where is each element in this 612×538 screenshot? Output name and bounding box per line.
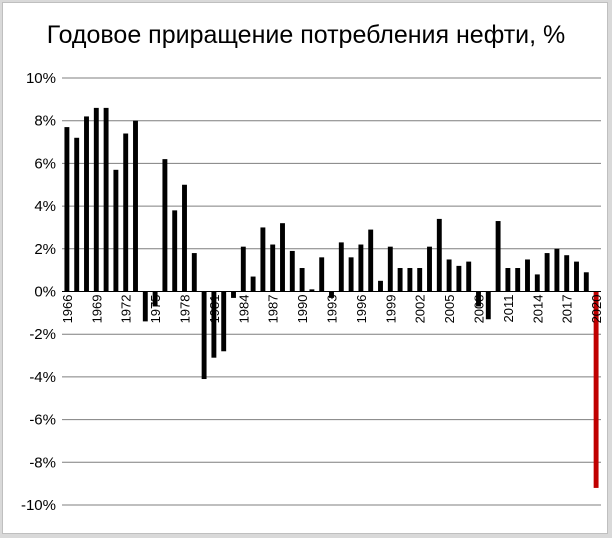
bar-1998 [378,280,383,292]
bar-2001 [407,268,413,292]
bar-1999 [387,246,393,292]
bar-1976 [162,159,168,292]
y-tick-label: 6% [34,155,56,172]
bar-2003 [427,246,432,292]
y-tick-label: 0% [34,284,56,301]
bar-1997 [368,229,374,292]
x-tick-label: 1966 [60,295,75,324]
bar-2017 [564,255,570,292]
bar-1973 [133,120,138,292]
bar-1989 [289,250,295,292]
y-tick-label: 10% [26,70,56,87]
bar-1983 [231,291,236,298]
x-tick-label: 1987 [266,295,281,324]
bar-1995 [348,257,354,292]
y-tick-label: -2% [29,326,56,343]
x-tick-label: 2014 [530,295,545,324]
chart-frame: Годовое приращение потребления нефти, % [2,2,608,534]
bar-1974 [142,291,148,322]
bar-2015 [544,253,550,292]
x-tick-label: 1996 [354,295,369,324]
y-tick-label: -6% [29,412,56,429]
x-tick-label: 1972 [119,295,134,324]
x-tick-label: 1999 [383,295,398,324]
bar-1975 [152,291,158,307]
bar-1980 [201,291,207,380]
y-tick-label: 4% [34,198,56,215]
bar-1993 [329,291,334,298]
bar-2002 [417,268,423,292]
bar-1977 [172,210,178,292]
x-tick-label: 1984 [236,295,251,324]
bar-2011 [505,268,511,292]
bar-1987 [270,244,276,292]
bar-1981 [211,291,217,358]
x-tick-label: 1990 [295,295,310,324]
x-tick-label: 2005 [442,295,457,324]
bar-1982 [221,291,227,352]
bar-2000 [397,268,403,292]
x-tick-label: 1969 [89,295,104,324]
bar-2004 [436,218,442,292]
bar-2019 [583,272,589,292]
bar-2008 [476,291,481,307]
x-tick-label: 1993 [325,295,340,324]
bar-1970 [103,107,109,292]
bar-1996 [358,244,364,292]
bar-1979 [191,253,197,292]
x-tick-label: 1981 [207,295,222,324]
bar-2020 [593,291,599,488]
bars [64,107,599,488]
x-tick-label: 2011 [501,295,516,323]
x-tick-label: 1978 [178,295,193,324]
x-tick-label: 2020 [589,295,604,324]
x-tick-label: 2008 [472,295,487,324]
bar-1978 [182,184,187,292]
bar-2014 [534,274,540,292]
bar-1991 [309,289,315,292]
y-axis-tick-labels: 10% 8% 6% 4% 2% 0% -2% -4% -6% -8% -10% [21,70,56,514]
x-tick-label: 1975 [148,295,163,324]
x-tick-label: 2002 [413,295,428,324]
y-tick-label: 2% [34,241,56,258]
bar-1971 [113,169,119,292]
bar-2018 [574,261,579,292]
y-tick-label: -10% [21,497,56,514]
bar-2013 [525,259,530,292]
bar-2006 [456,265,462,292]
bar-1966 [64,127,70,292]
bar-1985 [250,276,256,292]
bar-2012 [515,268,521,292]
chart-title: Годовое приращение потребления нефти, % [46,21,566,49]
y-tick-label: -8% [29,454,56,471]
bar-1972 [123,133,129,292]
x-axis-tick-labels: 1966 1969 1972 1975 1978 1981 1984 1987 1990 1993… [60,295,604,324]
bar-1992 [319,257,325,292]
bar-1986 [260,227,266,292]
y-tick-label: -4% [29,369,56,386]
x-tick-label: 2017 [560,295,575,324]
bar-2010 [495,221,501,292]
bar-2007 [466,261,472,292]
y-tick-label: 8% [34,113,56,130]
bar-1988 [280,223,285,292]
bar-2016 [554,248,560,292]
bar-1968 [84,116,89,292]
bar-1967 [74,137,80,292]
bar-1969 [93,107,99,292]
bar-2009 [485,291,491,320]
bar-2005 [446,259,452,292]
bar-1994 [338,242,344,292]
bar-1984 [240,246,246,292]
bar-1990 [299,268,305,292]
